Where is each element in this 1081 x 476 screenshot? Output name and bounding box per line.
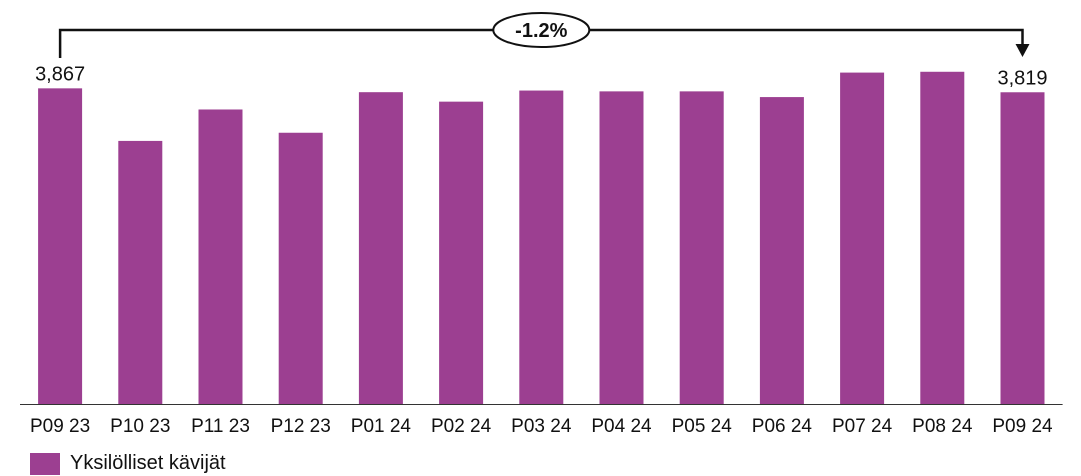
data-label: 3,819 xyxy=(997,67,1047,89)
bar-4 xyxy=(358,92,403,404)
x-tick-label: P07 24 xyxy=(832,416,893,437)
x-tick-label: P10 23 xyxy=(110,416,170,437)
x-tick-label: P01 24 xyxy=(351,416,412,437)
x-tick-label: P09 23 xyxy=(30,416,90,437)
bar-9 xyxy=(759,97,804,404)
change-pill xyxy=(492,12,591,48)
change-bracket-right xyxy=(589,28,1024,46)
x-tick-label: P08 24 xyxy=(912,416,973,437)
legend-swatch xyxy=(30,452,60,475)
legend-label: Yksilölliset kävijät xyxy=(70,452,226,474)
bar-1 xyxy=(118,140,163,404)
data-label: 3,867 xyxy=(35,63,85,85)
x-tick-label: P04 24 xyxy=(591,416,652,437)
bar-10 xyxy=(840,72,885,404)
x-tick-label: P03 24 xyxy=(511,416,572,437)
legend: Yksilölliset kävijät xyxy=(30,452,226,475)
bar-2 xyxy=(198,109,243,404)
bar-8 xyxy=(679,91,724,405)
change-label: -1.2% xyxy=(515,20,567,42)
bar-11 xyxy=(920,71,965,405)
x-tick-label: P02 24 xyxy=(431,416,492,437)
bar-7 xyxy=(599,91,644,405)
x-tick-label: P12 23 xyxy=(271,416,331,437)
bar-3 xyxy=(278,132,323,404)
change-bracket-left xyxy=(58,28,494,58)
bar-6 xyxy=(519,90,564,405)
bar-5 xyxy=(439,101,484,404)
x-tick-label: P06 24 xyxy=(752,416,813,437)
bar-0 xyxy=(38,88,83,405)
bar-12 xyxy=(1000,92,1045,404)
x-tick-label: P09 24 xyxy=(992,416,1053,437)
x-tick-label: P11 23 xyxy=(191,416,250,437)
change-arrow-head xyxy=(1015,44,1030,57)
x-tick-label: P05 24 xyxy=(672,416,733,437)
